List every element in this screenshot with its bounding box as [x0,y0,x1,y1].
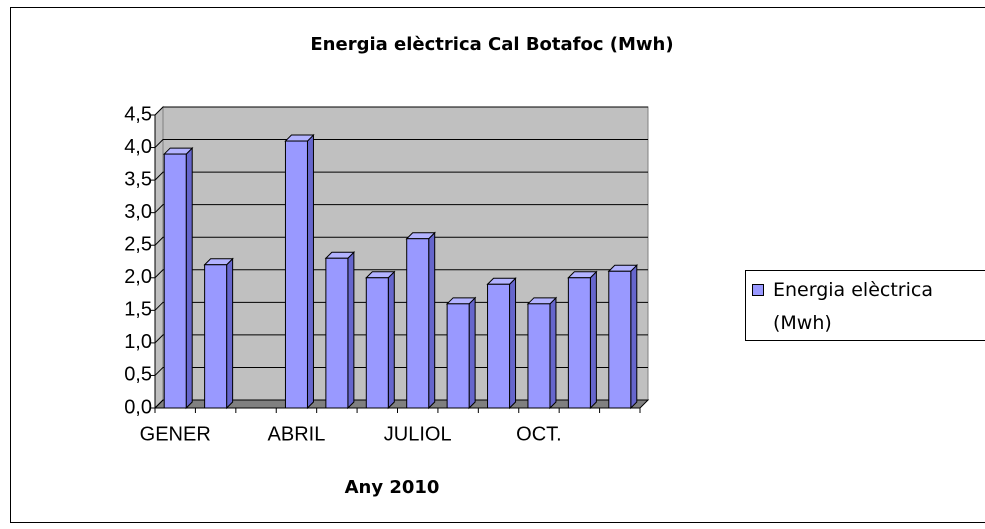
y-tick-label: 0,5 [124,364,152,386]
bar-side [347,251,355,410]
x-tick-label: JULIOL [384,423,452,445]
bar-front [527,303,551,409]
bar-side [306,133,314,410]
bar-side [387,270,395,410]
y-tick-label: 3,0 [124,201,152,223]
bar-side [630,264,638,410]
bar-front [284,140,308,409]
grid-line [154,171,648,181]
bar-side [509,277,517,410]
legend-box [745,270,985,341]
x-tick-label: GENER [140,423,211,445]
y-tick-label: 2,0 [124,266,152,288]
grid-line [154,301,648,311]
bar-side [226,257,234,410]
grid-line [154,334,648,344]
bar [445,296,477,410]
bar-front [365,277,389,409]
bar-front [567,277,591,409]
bar [526,296,558,410]
bar [324,251,356,410]
grid-line [154,236,648,246]
bar-front [487,283,511,409]
grid-line [154,204,648,214]
bar-front [163,153,187,409]
y-tick-label: 0,0 [124,396,152,418]
bar-front [406,238,430,409]
grid-line [154,366,648,376]
grid-line [154,399,648,409]
bar [163,146,194,410]
y-tick-label: 4,5 [124,103,152,125]
chart-title: Energia elèctrica Cal Botafoc (Mwh) [310,34,673,55]
bar-front [204,264,228,409]
bar-side [428,231,436,410]
y-tick-label: 2,5 [124,234,152,256]
legend-swatch [752,284,764,296]
bar [405,231,436,410]
bar [365,270,396,410]
bar-front [446,303,470,409]
grid-line [154,106,648,116]
bar [567,270,598,410]
y-tick-label: 4,0 [124,136,152,158]
bar-front [608,270,632,409]
bar-front [325,257,349,409]
grid-line [154,269,648,279]
bar [486,277,517,410]
y-tick-label: 1,5 [124,299,152,321]
bar [607,264,638,410]
y-tick-label: 1,0 [124,331,152,353]
x-tick-label: ABRIL [268,423,326,445]
x-tick-label: OCT. [516,423,562,445]
bar-side [589,270,597,410]
legend-label: Energia elèctrica (Mwh) [773,279,933,334]
grid-line [154,139,648,148]
bar [203,257,234,410]
side-wall [154,105,164,410]
bar-side [185,146,193,410]
x-axis-title: Any 2010 [345,477,440,498]
bar [284,133,315,410]
y-tick-label: 3,5 [124,168,152,190]
bar-side [468,296,476,410]
bar-side [549,296,557,410]
